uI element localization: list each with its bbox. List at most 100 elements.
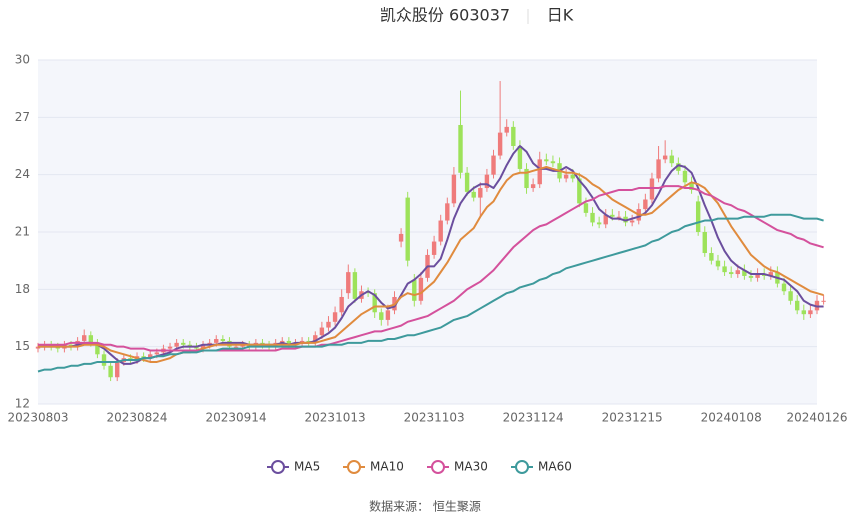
candle-body <box>286 340 292 345</box>
candle-body <box>603 214 608 225</box>
y-tick-label: 18 <box>15 282 30 296</box>
legend-marker <box>347 460 361 474</box>
candle-body <box>181 342 186 345</box>
candle-body <box>629 220 635 223</box>
candle-body <box>484 174 490 189</box>
candle-body <box>544 159 549 162</box>
x-tick-label: 20231215 <box>602 411 663 425</box>
candle-body <box>781 283 787 292</box>
source-note: 数据来源： 恒生聚源 <box>369 499 481 514</box>
candle-body <box>662 155 668 160</box>
candle-body <box>768 272 773 276</box>
candle-body <box>715 260 721 267</box>
candle-body <box>583 203 589 213</box>
candle-body <box>682 170 688 183</box>
ma-line <box>38 145 824 365</box>
candle-body <box>808 310 813 315</box>
candle-body <box>220 339 226 341</box>
candle-body <box>95 342 100 355</box>
candle-body <box>313 335 318 343</box>
candle-body <box>438 220 443 242</box>
candle-body <box>200 344 206 349</box>
candle-body <box>445 203 450 221</box>
candle-body <box>108 365 113 378</box>
candle-body <box>352 272 358 299</box>
legend-label: MA10 <box>370 460 404 474</box>
candle-body <box>755 274 760 278</box>
legend-label: MA5 <box>294 460 320 474</box>
candle-body <box>319 327 325 336</box>
candle-body <box>524 168 529 189</box>
candle-body <box>689 182 694 190</box>
candle-body <box>385 310 391 320</box>
x-tick-label: 20230803 <box>7 411 68 425</box>
candle-body <box>412 279 417 301</box>
candle-body <box>669 155 674 164</box>
candle-body <box>748 275 754 278</box>
candle-body <box>418 277 424 301</box>
period-label: 日K <box>547 6 574 25</box>
candle-body <box>577 178 582 204</box>
candle-body <box>398 233 404 242</box>
legend-label: MA30 <box>454 460 488 474</box>
candle-body <box>379 312 384 320</box>
legend-marker <box>271 460 285 474</box>
candle-body <box>233 346 239 348</box>
candle-body <box>167 346 173 349</box>
candle-body <box>115 361 120 378</box>
candle-body <box>101 354 107 366</box>
y-tick-label: 27 <box>15 110 30 124</box>
candle-body <box>596 222 602 225</box>
candle-body <box>801 310 806 315</box>
candle-body <box>346 272 351 294</box>
candle-body <box>676 163 681 171</box>
candle-body <box>148 354 153 359</box>
x-tick-label: 20230824 <box>106 411 167 425</box>
candle-body <box>88 335 94 343</box>
candle-body <box>788 291 793 301</box>
candle-body <box>695 201 701 232</box>
x-tick-label: 20231013 <box>305 411 366 425</box>
x-tick-label: 20240126 <box>786 411 847 425</box>
ma-line <box>37 213 824 373</box>
candle-body <box>431 241 437 255</box>
candle-body <box>464 172 470 192</box>
chart-title: 凯众股份 603037 <box>380 6 510 25</box>
candle-body <box>405 197 410 261</box>
candle-body <box>491 155 496 175</box>
legend-label: MA60 <box>538 460 572 474</box>
candle-body <box>709 253 714 261</box>
candle-body <box>214 339 219 343</box>
legend-marker <box>515 460 529 474</box>
candle-body <box>610 214 615 217</box>
candle-body <box>332 312 338 322</box>
candle-body <box>735 270 740 275</box>
candle-body <box>511 126 516 146</box>
candle-body <box>517 146 523 169</box>
y-tick-label: 12 <box>15 397 30 411</box>
legend-marker <box>431 460 445 474</box>
candle-body <box>339 296 344 313</box>
candle-body <box>497 132 503 156</box>
x-tick-label: 20231103 <box>404 411 465 425</box>
candle-body <box>570 174 575 179</box>
x-tick-label: 20230914 <box>206 411 267 425</box>
candle-body <box>451 174 457 204</box>
candle-body <box>821 300 826 302</box>
candle-body <box>728 272 734 275</box>
ma-line <box>38 166 824 363</box>
candle-body <box>656 159 661 179</box>
candle-body <box>458 124 463 173</box>
candle-body <box>550 161 556 164</box>
candle-body <box>154 352 160 355</box>
x-tick-label: 20240108 <box>701 411 762 425</box>
y-tick-label: 30 <box>15 53 30 67</box>
candle-body <box>372 293 377 313</box>
candle-body <box>643 199 648 210</box>
candle-body <box>616 216 622 218</box>
candle-body <box>478 188 483 198</box>
y-tick-label: 24 <box>15 167 30 181</box>
candle-body <box>794 300 800 311</box>
candle-body <box>174 342 179 347</box>
